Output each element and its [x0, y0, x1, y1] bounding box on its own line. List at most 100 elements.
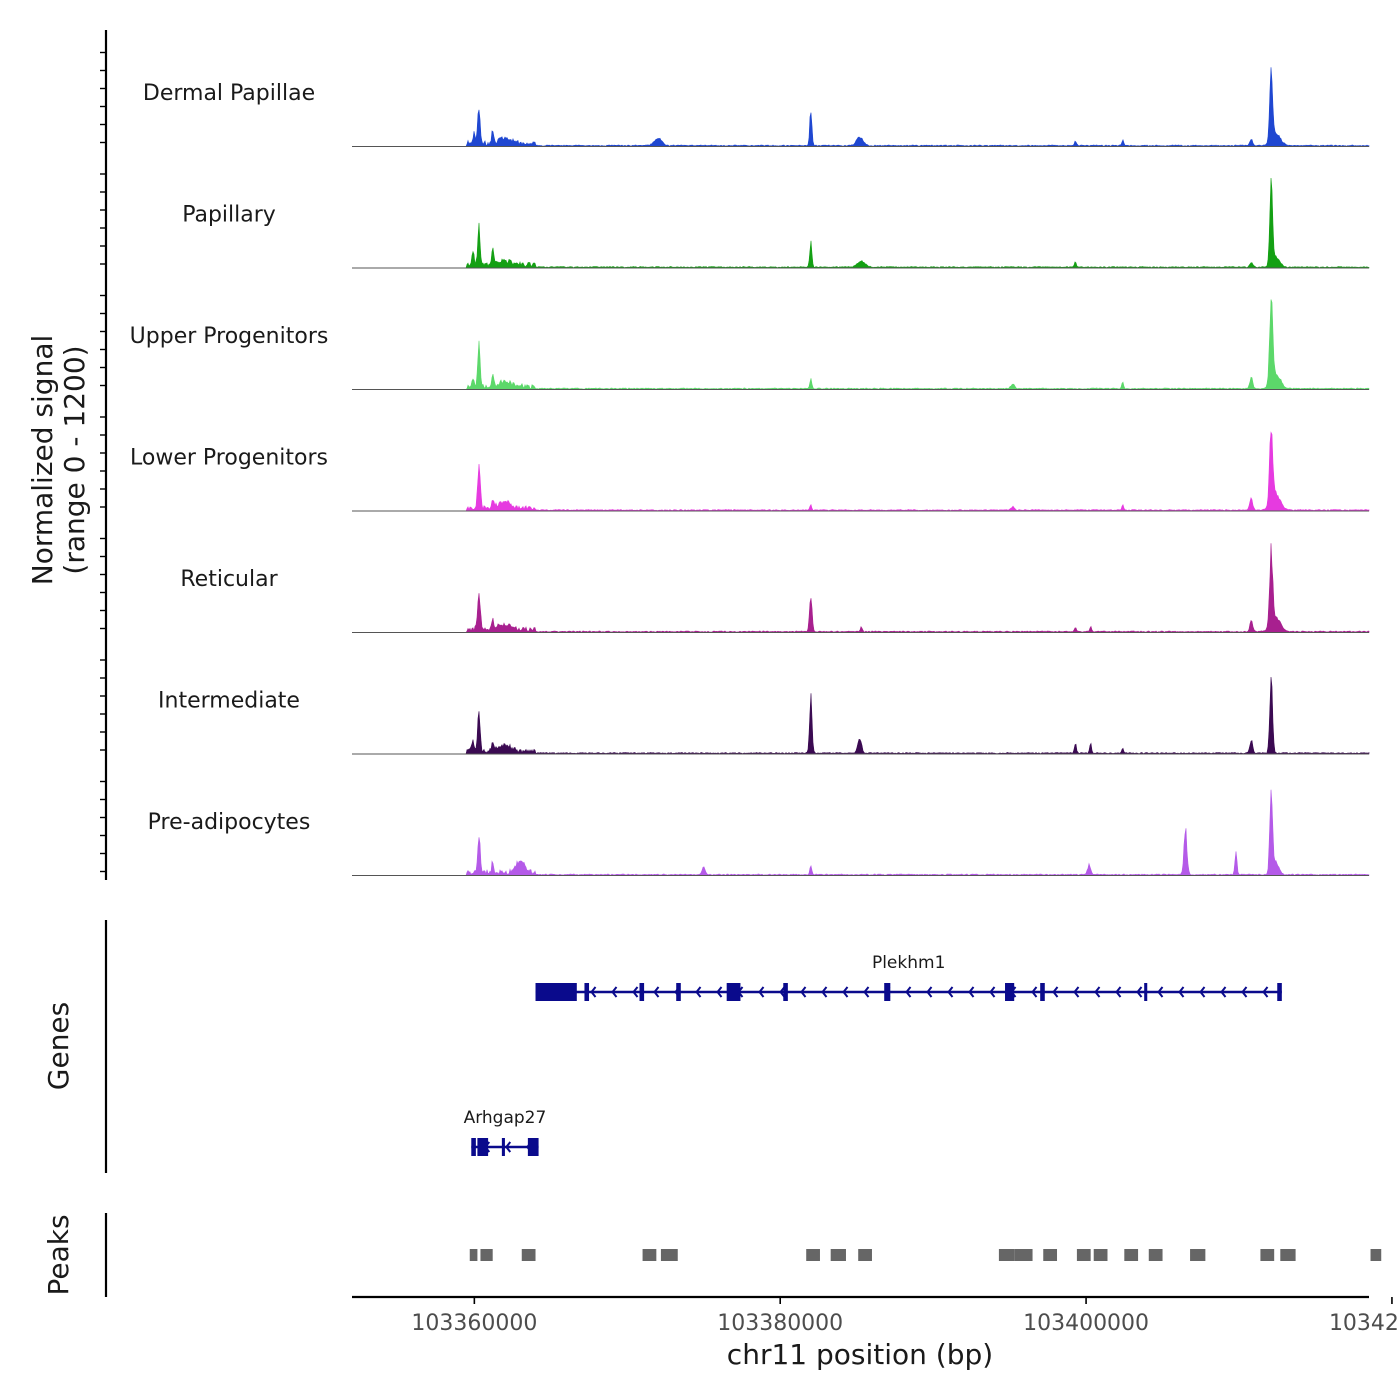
exon	[1277, 983, 1282, 1001]
peak-region	[1043, 1249, 1058, 1261]
strand-arrow	[1262, 986, 1269, 998]
peaks-panel: Peaks	[42, 1213, 1382, 1297]
peak-region	[480, 1249, 493, 1261]
gene-label: Arhgap27	[464, 1108, 547, 1128]
strand-arrow	[611, 986, 618, 998]
peak-region	[642, 1249, 657, 1261]
peak-region	[1148, 1249, 1163, 1261]
x-axis: 103360000 103380000 103400000 103420000 chr…	[352, 1295, 1400, 1371]
strand-arrow	[1220, 986, 1227, 998]
peak-region	[1190, 1249, 1206, 1261]
track-papillary: Papillary	[182, 177, 1370, 269]
signal-area	[352, 789, 1370, 876]
strand-arrow	[800, 986, 807, 998]
exon	[1005, 983, 1015, 1001]
strand-arrow	[1199, 986, 1206, 998]
signal-area	[352, 67, 1370, 147]
strand-arrow	[1115, 986, 1122, 998]
strand-arrow	[1052, 986, 1059, 998]
strand-arrow	[1241, 986, 1248, 998]
track-label: Papillary	[182, 203, 276, 228]
peak-region	[469, 1249, 478, 1261]
strand-arrow	[905, 986, 912, 998]
track-label: Dermal Papillae	[143, 81, 315, 106]
exon	[477, 1138, 489, 1156]
strand-arrow	[590, 986, 597, 998]
peak-region	[1093, 1249, 1108, 1261]
exon	[783, 983, 788, 1001]
strand-arrow	[968, 986, 975, 998]
strand-arrow	[821, 986, 828, 998]
strand-arrow	[695, 986, 702, 998]
strand-arrow	[989, 986, 996, 998]
peak-region	[521, 1249, 536, 1261]
peak-region	[806, 1249, 820, 1261]
peak-region	[1014, 1249, 1033, 1261]
strand-arrow	[947, 986, 954, 998]
strand-arrow	[926, 986, 933, 998]
track-lower-progenitors: Lower Progenitors	[130, 431, 1370, 512]
track-upper-progenitors: Upper Progenitors	[130, 299, 1370, 390]
exon	[501, 1138, 505, 1156]
peak-region	[1124, 1249, 1139, 1261]
strand-arrow	[1073, 986, 1080, 998]
peak-regions	[469, 1249, 1382, 1261]
strand-arrow	[505, 1141, 512, 1153]
exon	[584, 983, 590, 1001]
strand-arrow	[1031, 986, 1038, 998]
gene-label: Plekhm1	[872, 953, 945, 973]
peak-region	[660, 1249, 678, 1261]
track-pre-adipocytes: Pre-adipocytes	[148, 789, 1370, 876]
y-axis-label-line2: (range 0 - 1200)	[58, 345, 91, 574]
exon	[527, 1138, 539, 1156]
exon	[1144, 983, 1148, 1001]
peak-region	[998, 1249, 1015, 1261]
x-tick-label: 103400000	[1023, 1311, 1149, 1336]
x-tick-label: 103380000	[717, 1311, 843, 1336]
track-label: Pre-adipocytes	[148, 810, 311, 835]
exon	[639, 983, 645, 1001]
coverage-y-ticks	[100, 51, 106, 873]
exon	[471, 1138, 476, 1156]
peak-region	[1076, 1249, 1091, 1261]
peak-region	[1280, 1249, 1296, 1261]
strand-arrow	[1157, 986, 1164, 998]
genes-panel-label: Genes	[42, 1002, 75, 1090]
track-label: Reticular	[180, 567, 278, 592]
signal-area	[352, 543, 1370, 633]
exon	[1040, 983, 1045, 1001]
exon	[535, 983, 577, 1001]
peak-region	[1260, 1249, 1275, 1261]
strand-arrow	[863, 986, 870, 998]
signal-area	[352, 431, 1370, 512]
track-dermal-papillae: Dermal Papillae	[143, 67, 1370, 147]
track-label: Lower Progenitors	[130, 446, 328, 471]
coverage-tracks: Dermal Papillae Papillary Upper Progenitor…	[130, 67, 1370, 876]
exon	[676, 983, 681, 1001]
peak-region	[1370, 1249, 1382, 1261]
coverage-panel: Normalized signal (range 0 - 1200) Derma…	[26, 30, 1370, 880]
x-tick-label: 103360000	[411, 1311, 537, 1336]
track-reticular: Reticular	[180, 543, 1370, 633]
signal-area	[352, 676, 1370, 755]
signal-area	[352, 299, 1370, 390]
strand-arrow	[1094, 986, 1101, 998]
track-label: Intermediate	[158, 689, 300, 714]
strand-arrow	[779, 986, 786, 998]
track-label: Upper Progenitors	[130, 324, 329, 349]
strand-arrow	[842, 986, 849, 998]
gene-plekhm1: Plekhm1	[535, 953, 1282, 1001]
x-tick-label: 103420000	[1329, 1311, 1400, 1336]
strand-arrow	[1136, 986, 1143, 998]
peak-region	[830, 1249, 846, 1261]
strand-arrow	[632, 986, 639, 998]
strand-arrow	[653, 986, 660, 998]
signal-area	[352, 177, 1370, 269]
peaks-panel-label: Peaks	[42, 1214, 75, 1295]
strand-arrow	[758, 986, 765, 998]
gene-arhgap27: Arhgap27	[464, 1108, 547, 1156]
x-axis-ticks: 103360000 103380000 103400000 103420000	[411, 1297, 1400, 1336]
y-axis-label-line1: Normalized signal	[26, 335, 59, 586]
gene-models: Plekhm1 Arhgap27	[464, 953, 1282, 1156]
